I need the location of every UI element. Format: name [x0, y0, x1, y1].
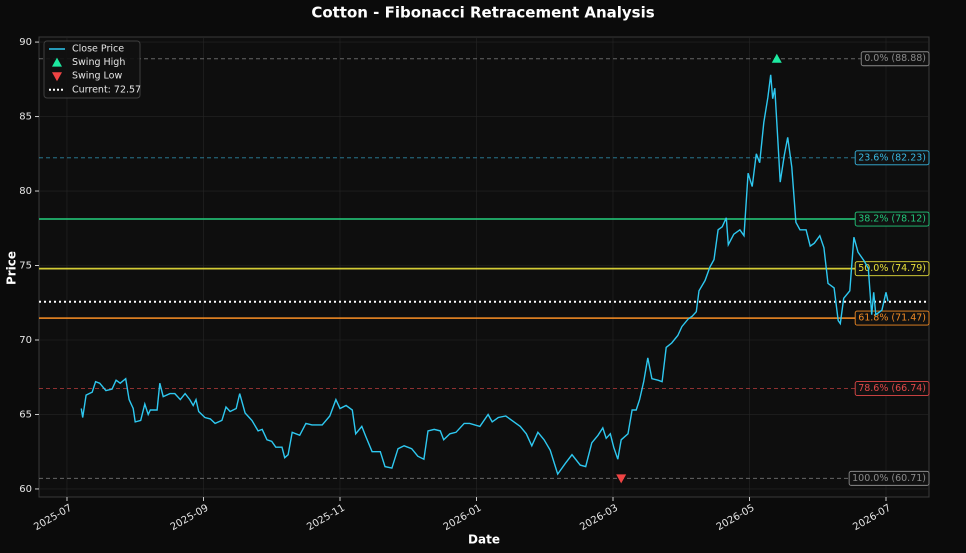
fib-level-label: 100.0% (60.71): [852, 473, 926, 484]
swing-low-marker: [616, 474, 627, 484]
legend-box: [43, 40, 141, 99]
fib-label-box: [860, 51, 930, 67]
fib-label-box: [854, 261, 930, 277]
y-tick-label: 80: [19, 186, 32, 197]
fib-label-box: [848, 470, 930, 486]
swing-high-marker: [771, 53, 782, 63]
legend-swatch: [52, 72, 62, 82]
fib-label-box: [854, 211, 930, 227]
chart-title: Cotton - Fibonacci Retracement Analysis: [311, 4, 654, 22]
y-tick-label: 90: [19, 37, 32, 48]
fib-label-box: [854, 150, 930, 166]
legend-label: Swing Low: [72, 71, 122, 82]
fib-level-label: 38.2% (78.12): [858, 214, 926, 225]
legend-label: Swing High: [72, 57, 125, 68]
legend: Close Price Swing High Swing Low Current: 7…: [43, 40, 141, 99]
fib-level-label: 23.6% (82.23): [858, 152, 926, 163]
y-tick-label: 85: [19, 112, 32, 123]
fib-level-label: 0.0% (88.88): [864, 53, 926, 64]
legend-swatch: [52, 57, 62, 67]
legend-label: Close Price: [72, 44, 124, 55]
x-axis-label: Date: [468, 533, 500, 547]
fib-level-label: 61.8% (71.47): [858, 313, 926, 324]
price-line: [80, 74, 889, 476]
fib-label-box: [854, 310, 930, 326]
plot-area: [38, 36, 930, 498]
fib-level-label: 78.6% (66.74): [858, 383, 926, 394]
fib-label-box: [854, 381, 930, 397]
y-tick-label: 60: [19, 484, 32, 495]
y-axis-label: Price: [5, 251, 19, 285]
y-tick-label: 70: [19, 335, 32, 346]
y-tick-label: 75: [19, 261, 32, 272]
legend-label: Current: 72.57: [72, 84, 141, 95]
y-tick-label: 65: [19, 409, 32, 420]
fib-level-label: 50.0% (74.79): [858, 263, 926, 274]
